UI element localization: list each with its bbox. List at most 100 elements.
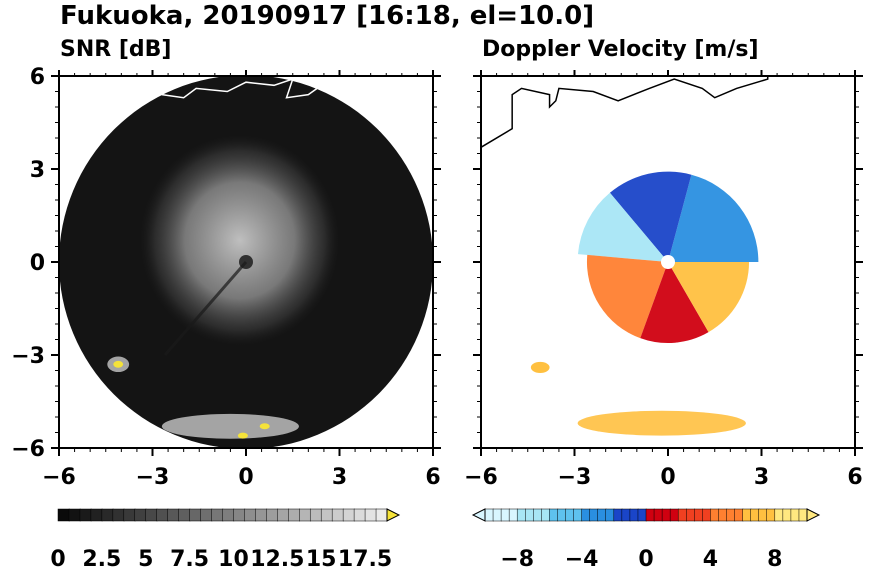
- doppler-colorbar-cell: [589, 508, 599, 522]
- x-tick-label: −6: [464, 465, 498, 490]
- doppler-sector: [609, 171, 692, 262]
- doppler-colorbar-cell: [702, 508, 712, 522]
- doppler-colorbar-cell: [782, 508, 792, 522]
- snr-colorbar-cell: [211, 508, 224, 522]
- doppler-colorbar-cell: [613, 508, 623, 522]
- doppler-colorbar-cell: [500, 508, 510, 522]
- doppler-colorbar-cell: [549, 508, 559, 522]
- y-tick-label: −6: [11, 437, 45, 462]
- snr-colorbar-cell: [331, 508, 344, 522]
- snr-colorbar-cell: [309, 508, 322, 522]
- doppler-panel-title: Doppler Velocity [m/s]: [482, 37, 759, 62]
- x-tick-label: 0: [660, 465, 675, 490]
- doppler-south-band: [577, 410, 746, 436]
- snr-colorbar-cell: [112, 508, 125, 522]
- doppler-colorbar-extend-right: [806, 508, 821, 522]
- snr-colorbar-label: 2.5: [82, 547, 121, 570]
- snr-echo-hot-west-cluster: [113, 360, 124, 368]
- snr-colorbar-cell: [90, 508, 103, 522]
- snr-colorbar-cell: [123, 508, 136, 522]
- snr-hot-spot: [259, 423, 270, 430]
- doppler-sector: [577, 192, 668, 262]
- doppler-colorbar-cell: [597, 508, 607, 522]
- doppler-sector: [640, 262, 709, 344]
- snr-colorbar-cell: [342, 508, 355, 522]
- doppler-colorbar-cell: [798, 508, 808, 522]
- doppler-colorbar-label: 0: [638, 547, 653, 570]
- doppler-colorbar-cell: [661, 508, 671, 522]
- snr-colorbar-cell: [353, 508, 366, 522]
- snr-plot-area: −6 −3 0 3 6 −6 −3 0 3 6: [11, 65, 441, 490]
- doppler-colorbar-cell: [645, 508, 655, 522]
- snr-colorbar-cell: [233, 508, 246, 522]
- snr-coastline: [161, 77, 347, 99]
- doppler-colorbar-cell: [758, 508, 768, 522]
- x-tick-label: −3: [558, 465, 592, 490]
- doppler-sector: [668, 174, 759, 262]
- doppler-colorbar-cell: [750, 508, 760, 522]
- snr-colorbar-cell: [101, 508, 114, 522]
- doppler-colorbar-cell: [525, 508, 535, 522]
- snr-colorbar-cell: [320, 508, 333, 522]
- snr-colorbar-label: 17.5: [338, 547, 392, 570]
- x-tick-label: −3: [136, 465, 170, 490]
- doppler-colorbar-cell: [669, 508, 679, 522]
- snr-colorbar-label: 15: [306, 547, 337, 570]
- snr-colorbar-label: 0: [50, 547, 65, 570]
- x-tick-label: 6: [425, 465, 440, 490]
- x-tick-label: 0: [238, 465, 253, 490]
- x-tick-label: 6: [847, 465, 862, 490]
- snr-colorbar-label: 7.5: [170, 547, 209, 570]
- doppler-colorbar: −8 −4 0 4 8: [471, 508, 821, 570]
- snr-colorbar-extend-arrow: [386, 508, 401, 522]
- doppler-colorbar-cell: [508, 508, 518, 522]
- doppler-colorbar-label: −8: [500, 547, 534, 570]
- snr-hot-spot: [237, 432, 248, 439]
- doppler-colorbar-label: −4: [565, 547, 599, 570]
- doppler-colorbar-cell: [790, 508, 800, 522]
- doppler-colorbar-cell: [677, 508, 688, 522]
- doppler-colorbar-cell: [686, 508, 696, 522]
- snr-colorbar-cell: [266, 508, 279, 522]
- snr-colorbar-cell: [375, 508, 388, 522]
- doppler-colorbar-cell: [541, 508, 551, 522]
- doppler-coastline: [481, 76, 769, 148]
- snr-colorbar-cell: [79, 508, 92, 522]
- doppler-colorbar-cell: [533, 508, 543, 522]
- snr-panel-title: SNR [dB]: [60, 37, 171, 62]
- snr-colorbar-cell: [277, 508, 290, 522]
- doppler-colorbar-label: 4: [703, 547, 718, 570]
- snr-colorbar-cell: [167, 508, 180, 522]
- y-tick-label: 0: [30, 251, 45, 276]
- figure-title: Fukuoka, 20190917 [16:18, el=10.0]: [60, 1, 594, 31]
- doppler-colorbar-cell: [565, 508, 575, 522]
- snr-colorbar-cell: [244, 508, 257, 522]
- doppler-colorbar-cell: [718, 508, 728, 522]
- x-tick-label: 3: [754, 465, 769, 490]
- doppler-colorbar-cell: [484, 508, 494, 522]
- doppler-colorbar-label: 8: [767, 547, 782, 570]
- doppler-colorbar-cell: [637, 508, 647, 522]
- snr-colorbar-label: 10: [218, 547, 249, 570]
- snr-colorbar-cell: [299, 508, 311, 522]
- doppler-plot-area: −6 −3 0 3 6: [464, 70, 863, 490]
- y-tick-label: 6: [30, 65, 45, 90]
- doppler-colorbar-cell: [629, 508, 639, 522]
- snr-colorbar-cell: [57, 508, 70, 522]
- snr-colorbar-cell: [255, 508, 268, 522]
- snr-colorbar-cell: [134, 508, 147, 522]
- coastline-segment: [481, 76, 769, 148]
- doppler-colorbar-cell: [557, 508, 567, 522]
- doppler-colorbar-cell: [621, 508, 631, 522]
- doppler-colorbar-cell: [492, 508, 502, 522]
- doppler-colorbar-cell: [516, 508, 527, 522]
- snr-colorbar-cell: [288, 508, 301, 522]
- snr-colorbar-cell: [189, 508, 202, 522]
- doppler-sector: [586, 254, 668, 339]
- doppler-colorbar-cell: [573, 508, 583, 522]
- x-tick-label: −6: [42, 465, 76, 490]
- snr-colorbar: 0 2.5 5 7.5 10 12.5 15 17.5: [50, 508, 401, 570]
- snr-colorbar-label: 12.5: [250, 547, 304, 570]
- doppler-colorbar-cell: [710, 508, 720, 522]
- doppler-colorbar-cell: [766, 508, 776, 522]
